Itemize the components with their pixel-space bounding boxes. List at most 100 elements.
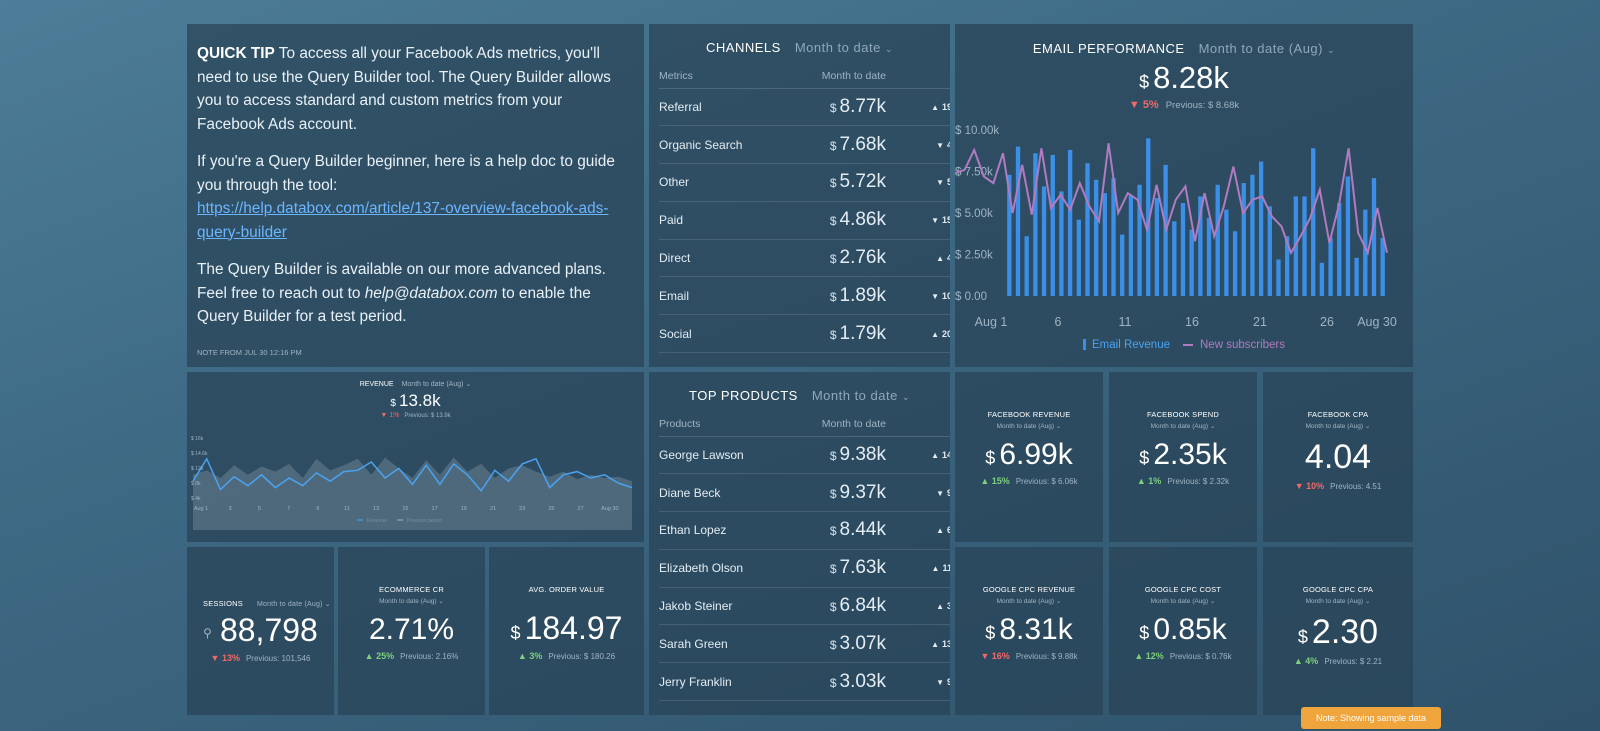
- x-tick-label: 11: [344, 506, 350, 512]
- row-value: $7.63k: [786, 549, 890, 588]
- channels-panel: CHANNELS Month to date ⌄ Metrics Month to…: [649, 24, 950, 367]
- channels-period-dropdown[interactable]: Month to date ⌄: [795, 40, 893, 55]
- kpi-title: SESSIONS Month to date (Aug) ⌄: [187, 599, 334, 608]
- kpi-delta-value: 3%: [529, 651, 543, 661]
- email-revenue-bar: [1067, 149, 1073, 296]
- row-value-number: 6.84k: [839, 595, 886, 617]
- revenue-period-dropdown[interactable]: Month to date (Aug) ⌄: [401, 381, 472, 388]
- col-metrics: Metrics: [659, 64, 787, 89]
- down-arrow-icon: ▼: [380, 412, 388, 419]
- products-title: TOP PRODUCTS: [689, 388, 798, 403]
- email-period-dropdown[interactable]: Month to date (Aug) ⌄: [1199, 41, 1336, 56]
- kpi-delta-value: 15%: [991, 476, 1010, 486]
- up-arrow-icon: ▲: [517, 651, 527, 661]
- chart-legend: Email Revenue New subscribers: [1083, 339, 1285, 351]
- kpi-value-number: 184.97: [524, 610, 623, 646]
- kpi-value-number: 2.35k: [1153, 438, 1227, 471]
- row-value-number: 3.03k: [839, 670, 886, 692]
- kpi-period-dropdown[interactable]: Month to date (Aug) ⌄: [1305, 423, 1371, 430]
- row-name: Social: [659, 314, 787, 354]
- user-icon: ⚲: [203, 625, 212, 640]
- help-doc-link[interactable]: https://help.databox.com/article/137-ove…: [197, 200, 609, 241]
- email-revenue-bar: [1154, 198, 1160, 296]
- y-tick-label: $ 0.00: [955, 291, 987, 303]
- kpi-period-dropdown[interactable]: Month to date (Aug) ⌄: [1150, 423, 1216, 430]
- y-tick-label: $ 16k: [191, 436, 204, 442]
- kpi-period-dropdown[interactable]: Month to date (Aug) ⌄: [996, 423, 1062, 430]
- up-arrow-icon: ▲: [931, 329, 939, 339]
- row-value: $3.07k: [786, 624, 890, 664]
- row-value: $8.77k: [786, 88, 890, 127]
- kpi-title: GOOGLE CPC COST: [1144, 585, 1222, 594]
- currency-symbol: $: [829, 176, 837, 191]
- email-header: EMAIL PERFORMANCE Month to date (Aug) ⌄: [955, 41, 1413, 56]
- up-arrow-icon: ▲: [931, 102, 939, 112]
- email-revenue-bar: [1354, 257, 1359, 296]
- email-revenue-bar: [1267, 206, 1272, 296]
- currency-symbol: $: [1139, 72, 1150, 92]
- table-row: Social$1.79k▲20%: [659, 314, 950, 354]
- y-tick-label: $ 12k: [191, 466, 204, 472]
- kpi-delta: ▲ 25% Previous: 2.16%: [338, 651, 485, 661]
- col-products: Products: [659, 412, 787, 437]
- currency-symbol: $: [829, 675, 837, 690]
- tip-text-3a: The Query Builder is available on our mo…: [197, 261, 606, 302]
- down-arrow-icon: ▼: [936, 677, 944, 687]
- currency-symbol: $: [829, 252, 837, 267]
- row-name: George Lawson: [659, 436, 787, 475]
- kpi-value-number: 4.04: [1304, 438, 1372, 476]
- previous-period-area: [193, 457, 632, 530]
- row-delta-value: 3%: [946, 601, 950, 612]
- revenue-line: [192, 457, 633, 493]
- email-performance-panel: EMAIL PERFORMANCE Month to date (Aug) ⌄ $…: [955, 24, 1413, 367]
- row-delta: ▼15%: [890, 201, 950, 240]
- kpi-aov: AVG. ORDER VALUE $184.97 ▲ 3% Previous: $ 1…: [489, 547, 644, 715]
- currency-symbol: $: [829, 600, 837, 615]
- row-value-number: 8.77k: [839, 95, 886, 117]
- currency-symbol: $: [1139, 448, 1150, 468]
- products-period-dropdown[interactable]: Month to date ⌄: [812, 388, 910, 403]
- kpi-period-dropdown[interactable]: Month to date (Aug) ⌄: [1150, 598, 1216, 605]
- email-revenue-bar: [1050, 154, 1055, 296]
- row-value-number: 1.79k: [839, 322, 886, 344]
- email-revenue-bar: [1189, 229, 1194, 296]
- kpi-period-dropdown[interactable]: Month to date (Aug) ⌄: [256, 601, 331, 608]
- kpi-fbspend: FACEBOOK SPEND Month to date (Aug) ⌄ $2.35…: [1109, 372, 1257, 542]
- legend-previous-period: Previous period: [407, 518, 442, 524]
- revenue-chart: $ 16k $ 14.6k $ 12k $ 8k $ 4k Aug 1 3 5 7 9 11 13 15…: [191, 436, 633, 530]
- email-revenue-bar: [1146, 138, 1151, 296]
- top-products-panel: TOP PRODUCTS Month to date ⌄ Products Mon…: [649, 372, 950, 715]
- email-performance-chart: $ 0.00 $ 2.50k $ 5.00k $ 7.50k $ 10.00k Aug 1…: [955, 125, 1397, 351]
- kpi-value: $2.35k: [1109, 438, 1257, 472]
- kpi-period: Month to date (Aug): [996, 598, 1055, 605]
- email-revenue-bar: [1371, 178, 1377, 296]
- down-arrow-icon: ▼: [936, 178, 944, 188]
- kpi-value: $184.97: [489, 610, 644, 647]
- kpi-fbcpa: FACEBOOK CPA Month to date (Aug) ⌄ 4.04 ▼ 1…: [1263, 372, 1413, 542]
- row-value-number: 7.68k: [839, 133, 886, 155]
- kpi-period-dropdown[interactable]: Month to date (Aug) ⌄: [379, 598, 444, 605]
- email-revenue-bar: [1232, 231, 1238, 296]
- up-arrow-icon: ▲: [1293, 656, 1303, 666]
- help-email-link[interactable]: help@databox.com: [364, 284, 498, 302]
- up-arrow-icon: ▲: [980, 476, 990, 486]
- row-name: Diane Beck: [659, 473, 787, 513]
- kpi-period: Month to date (Aug): [1150, 598, 1209, 605]
- table-row: Organic Search$7.68k▼4%: [659, 125, 950, 165]
- revenue-period: Month to date (Aug): [401, 381, 464, 388]
- products-header: TOP PRODUCTS Month to date ⌄: [649, 388, 950, 403]
- kpi-title-text: SESSIONS: [203, 599, 243, 608]
- x-tick-label: 3: [229, 506, 232, 512]
- kpi-period-dropdown[interactable]: Month to date (Aug) ⌄: [1305, 598, 1371, 605]
- kpi-period-dropdown[interactable]: Month to date (Aug) ⌄: [996, 598, 1062, 605]
- kpi-delta-value: 1%: [1148, 476, 1162, 486]
- row-delta-value: 14%: [941, 449, 950, 460]
- kpi-sessions: SESSIONS Month to date (Aug) ⌄ ⚲ 88,798 ▼ 13…: [187, 547, 334, 715]
- table-row: Referral$8.77k▲19%: [659, 88, 950, 127]
- up-arrow-icon: ▲: [936, 254, 944, 264]
- row-delta: ▲6%: [890, 511, 950, 550]
- x-tick-label: 7: [287, 506, 290, 512]
- kpi-title: FACEBOOK REVENUE: [987, 410, 1071, 419]
- up-arrow-icon: ▲: [931, 564, 940, 574]
- currency-symbol: $: [985, 623, 996, 643]
